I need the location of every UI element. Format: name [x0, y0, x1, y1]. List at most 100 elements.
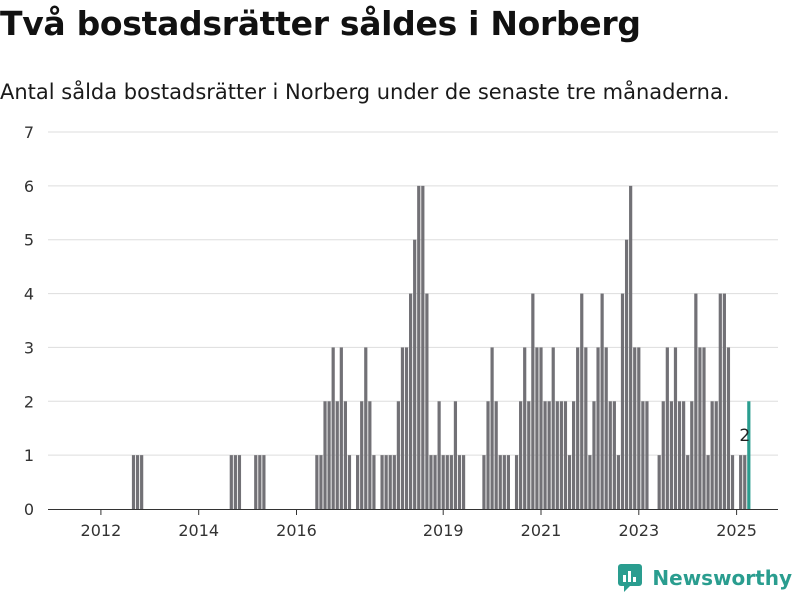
bar	[702, 347, 706, 509]
bar	[254, 455, 258, 509]
bar	[237, 455, 242, 509]
bar	[706, 455, 710, 509]
bar	[409, 293, 413, 509]
bar	[567, 455, 572, 509]
bar	[547, 401, 551, 509]
bar	[323, 401, 327, 509]
bar	[441, 455, 445, 509]
bar	[514, 455, 519, 509]
bar	[665, 347, 669, 509]
bar	[633, 347, 637, 509]
bar	[694, 293, 698, 509]
bar	[498, 455, 502, 509]
bar	[543, 401, 547, 509]
x-tick-label: 2025	[716, 521, 757, 540]
bar	[135, 455, 140, 509]
bar	[449, 455, 453, 509]
gridlines	[48, 131, 778, 456]
x-tick-label: 2014	[178, 521, 219, 540]
bar	[661, 401, 665, 509]
bar	[457, 455, 462, 509]
y-tick-label: 3	[24, 338, 34, 357]
bar	[535, 347, 539, 509]
bar	[722, 293, 726, 509]
x-tick-label: 2021	[521, 521, 562, 540]
bar	[335, 401, 339, 509]
bar	[563, 401, 568, 509]
bar	[482, 455, 486, 509]
bar	[739, 455, 743, 509]
bar	[539, 347, 543, 509]
bar	[437, 401, 441, 509]
bar	[641, 401, 645, 509]
bar	[445, 455, 449, 509]
chart-subtitle: Antal sålda bostadsrätter i Norberg unde…	[0, 80, 730, 104]
y-axis-ticks: 0 1 2 3 4 5 6 7	[24, 123, 34, 519]
bar	[388, 455, 392, 509]
bar	[698, 347, 702, 509]
bar	[677, 401, 682, 509]
bar	[396, 401, 400, 509]
bar	[421, 185, 425, 509]
bar	[229, 455, 233, 509]
bar	[523, 347, 527, 509]
bar	[453, 401, 458, 509]
x-axis-ticks: 2012 2014 2016 2019 2021 2023 2025	[81, 509, 757, 540]
bar	[690, 401, 694, 509]
x-tick-label: 2019	[423, 521, 464, 540]
bar-highlight	[747, 401, 751, 509]
chart-title: Två bostadsrätter såldes i Norberg	[0, 4, 641, 43]
bar	[718, 293, 722, 509]
bar	[673, 347, 678, 509]
bar	[360, 401, 364, 509]
bar	[380, 455, 384, 509]
bar	[527, 401, 531, 509]
bar	[372, 455, 376, 509]
bar	[608, 401, 612, 509]
bar	[669, 401, 673, 509]
bar	[596, 347, 600, 509]
x-tick-label: 2023	[618, 521, 659, 540]
bar	[404, 347, 409, 509]
y-tick-label: 7	[24, 123, 34, 142]
bar	[413, 239, 417, 509]
y-tick-label: 2	[24, 392, 34, 411]
bar	[319, 455, 323, 509]
bar	[258, 455, 262, 509]
bar	[343, 401, 347, 509]
last-value-label: 2	[739, 426, 750, 446]
bar	[588, 455, 592, 509]
y-tick-label: 6	[24, 177, 34, 196]
bar	[743, 455, 747, 509]
bar	[629, 185, 633, 509]
bar	[555, 401, 559, 509]
bar	[714, 401, 718, 509]
bar	[531, 293, 535, 509]
bar	[682, 401, 686, 509]
bar	[356, 455, 360, 509]
bar	[612, 401, 616, 509]
bar	[384, 455, 388, 509]
bar	[131, 455, 136, 509]
y-tick-label: 1	[24, 446, 34, 465]
bar	[637, 347, 641, 509]
bar	[331, 347, 335, 509]
bar	[592, 401, 596, 509]
bar	[392, 455, 396, 509]
bar	[417, 185, 421, 509]
bar	[506, 455, 510, 509]
bar	[551, 347, 555, 509]
newsworthy-logo-text: Newsworthy	[652, 566, 792, 590]
bar	[339, 347, 343, 509]
bar	[572, 401, 576, 509]
bar	[494, 401, 498, 509]
y-tick-label: 4	[24, 285, 34, 304]
bar	[519, 401, 523, 509]
newsworthy-logo: Newsworthy	[618, 564, 792, 592]
x-tick-label: 2016	[276, 521, 317, 540]
bar	[584, 347, 588, 509]
bar	[327, 401, 331, 509]
bar	[461, 455, 466, 509]
y-tick-label: 5	[24, 231, 34, 250]
bar	[368, 401, 372, 509]
